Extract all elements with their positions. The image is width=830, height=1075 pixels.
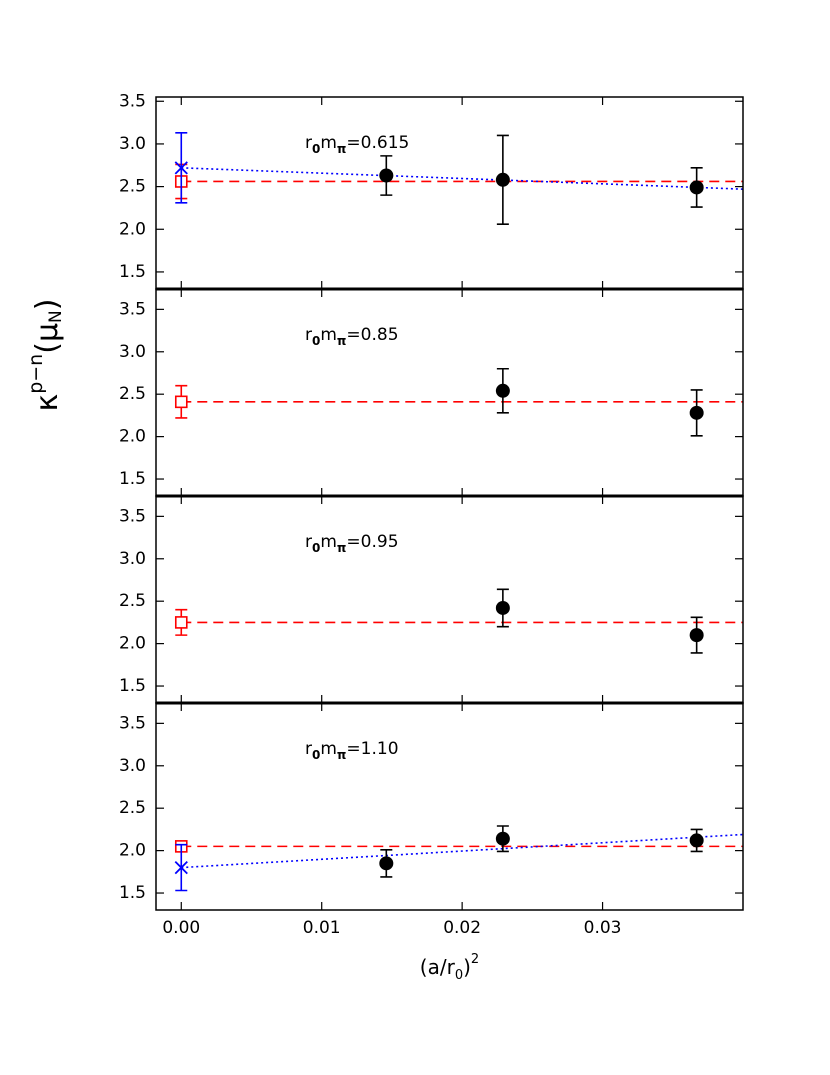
plot-area (174, 588, 743, 654)
y-tick-label: 3.0 (119, 134, 146, 154)
annotation-part: =0.85 (346, 325, 398, 345)
y-tick-label: 3.5 (119, 91, 146, 111)
fit-line (181, 167, 743, 190)
data-point (174, 395, 188, 409)
y-tick-label: 2.0 (119, 841, 146, 861)
annotation-part: π (337, 748, 347, 762)
plot-area (174, 825, 743, 892)
annotation-part: m (320, 325, 337, 345)
annotation-part: =0.95 (346, 532, 398, 552)
data-point (689, 628, 704, 643)
y-tick-label: 3.5 (119, 713, 146, 733)
panel-annotation: r0mπ=0.85 (305, 325, 399, 348)
y-tick-label: 2.0 (119, 427, 146, 447)
y-tick-label: 2.5 (119, 177, 146, 197)
annotation-part: π (337, 541, 347, 555)
data-point (689, 405, 704, 420)
y-tick-label: 2.5 (119, 798, 146, 818)
data-point (495, 383, 510, 398)
y-tick-label: 1.5 (119, 883, 146, 903)
data-point (689, 833, 704, 848)
x-axis-label: (a/r0)2 (420, 952, 479, 983)
fit-line (181, 833, 743, 869)
x-tick-label: 0.01 (303, 918, 341, 938)
y-tick-label: 2.0 (119, 219, 146, 239)
data-point (174, 616, 188, 629)
plot-area (174, 132, 743, 225)
x-label-part: ) (463, 955, 471, 979)
panel-frame (155, 288, 744, 497)
x-tick-label: 0.02 (443, 918, 481, 938)
x-label-part: 2 (471, 952, 479, 967)
data-point (495, 831, 510, 846)
annotation-part: =0.615 (346, 133, 409, 153)
y-label-part: κ (30, 394, 65, 412)
y-label-part: N (46, 310, 66, 323)
panel-frame (155, 495, 744, 704)
y-label-part: (μ (30, 323, 65, 354)
y-tick-label: 1.5 (119, 676, 146, 696)
x-tick-label: 0.03 (584, 918, 622, 938)
annotation-part: =1.10 (346, 739, 398, 759)
x-tick-label: 0.00 (162, 918, 200, 938)
annotation-part: r (305, 739, 312, 759)
y-tick-label: 3.0 (119, 756, 146, 776)
annotation-part: m (320, 133, 337, 153)
annotation-part: 0 (312, 142, 320, 156)
plot-area (174, 367, 743, 437)
x-label-part: (a/r (420, 955, 456, 979)
panel-frame (155, 702, 744, 911)
y-tick-label: 3.5 (119, 299, 146, 319)
panel-annotation: r0mπ=0.615 (305, 133, 409, 156)
data-point (689, 180, 704, 195)
annotation-part: π (337, 142, 347, 156)
y-tick-label: 2.0 (119, 634, 146, 654)
y-tick-label: 2.5 (119, 591, 146, 611)
annotation-part: 0 (312, 334, 320, 348)
y-tick-label: 2.5 (119, 384, 146, 404)
x-label-part: 0 (455, 968, 463, 983)
y-tick-label: 1.5 (119, 469, 146, 489)
annotation-part: r (305, 532, 312, 552)
annotation-part: π (337, 334, 347, 348)
data-point (495, 172, 510, 187)
annotation-part: 0 (312, 748, 320, 762)
data-point (174, 161, 188, 175)
y-tick-label: 1.5 (119, 262, 146, 282)
annotation-part: m (320, 739, 337, 759)
panel-frame (155, 96, 744, 290)
panel-annotation: r0mπ=1.10 (305, 739, 399, 762)
data-point (379, 856, 394, 871)
panel-annotation: r0mπ=0.95 (305, 532, 399, 555)
annotation-part: r (305, 325, 312, 345)
data-point (495, 600, 510, 615)
y-label-part: ) (30, 299, 65, 311)
y-label-part: p−n (25, 354, 47, 394)
data-point (174, 860, 188, 875)
y-tick-label: 3.0 (119, 549, 146, 569)
y-tick-label: 3.5 (119, 506, 146, 526)
y-tick-label: 3.0 (119, 342, 146, 362)
y-axis-label: κp−n(μN) (25, 299, 67, 412)
data-point (379, 168, 394, 183)
annotation-part: m (320, 532, 337, 552)
annotation-part: 0 (312, 541, 320, 555)
annotation-part: r (305, 133, 312, 153)
